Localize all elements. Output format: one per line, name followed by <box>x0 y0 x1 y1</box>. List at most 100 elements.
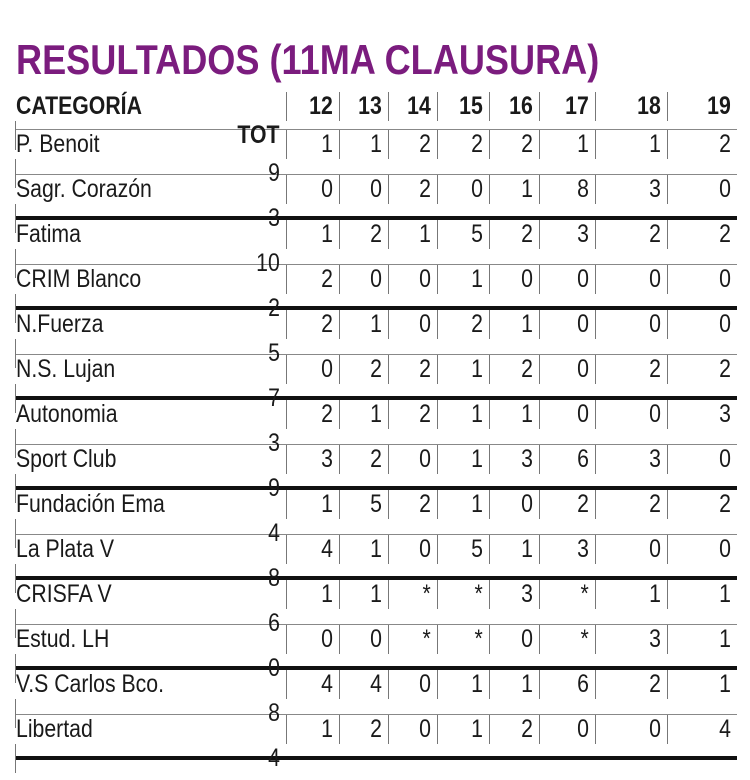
column-header-label: 16 <box>509 92 533 120</box>
score-cell: 0 <box>595 715 667 744</box>
score-cell-text: 0 <box>521 265 533 293</box>
score-cell: 4 <box>286 670 339 699</box>
score-cell-text: 0 <box>419 715 431 743</box>
score-cell: 2 <box>339 355 388 384</box>
total-cell: 7 <box>15 384 286 413</box>
score-cell: 2 <box>437 310 489 339</box>
score-cell-text: 2 <box>521 355 533 383</box>
team-name-cell: Fundación Ema <box>15 490 286 519</box>
column-header: 15 <box>437 92 489 121</box>
score-cell: 1 <box>489 175 539 204</box>
team-name-cell: Fatima <box>15 220 286 249</box>
score-cell-text: 1 <box>521 175 533 203</box>
score-cell: 0 <box>667 265 737 294</box>
score-cell: 0 <box>595 310 667 339</box>
table-row: Libertad 1 2 0 1 2 0 0 4 4 <box>15 715 737 773</box>
score-cell-text: 0 <box>577 310 589 338</box>
score-cell: 4 <box>667 715 737 744</box>
score-cell: 1 <box>339 580 388 609</box>
column-header-label: 15 <box>459 92 483 120</box>
title-text: RESULTADOS (11MA CLAUSURA) <box>16 36 600 83</box>
score-cell: 3 <box>286 445 339 474</box>
score-cell-text: 2 <box>471 130 483 158</box>
table-row: Sagr. Corazón 0 0 2 0 1 8 3 0 3 <box>15 175 737 233</box>
score-cell-text: 1 <box>471 265 483 293</box>
score-cell: 2 <box>388 355 437 384</box>
score-cell-text: 3 <box>521 580 533 608</box>
score-cell-text: 0 <box>719 265 731 293</box>
score-cell: 2 <box>595 220 667 249</box>
column-header-label: CATEGORÍA <box>16 92 142 120</box>
score-cell-text: 1 <box>370 310 382 338</box>
score-cell-text: 1 <box>649 580 661 608</box>
score-cell: 3 <box>489 580 539 609</box>
score-cell-text: 3 <box>321 445 333 473</box>
score-cell: * <box>388 625 437 654</box>
score-cell: 0 <box>388 670 437 699</box>
score-cell: 0 <box>388 715 437 744</box>
score-cell-text: 1 <box>649 130 661 158</box>
score-cell-text: 1 <box>471 490 483 518</box>
table-row: N.S. Lujan 0 2 2 1 2 0 2 2 7 <box>15 355 737 413</box>
score-cell: 3 <box>595 175 667 204</box>
score-cell: 5 <box>437 535 489 564</box>
team-name-cell-text: Autonomia <box>16 400 118 428</box>
score-cell-text: 0 <box>521 625 533 653</box>
score-cell-text: 2 <box>649 355 661 383</box>
score-cell-text: 2 <box>419 355 431 383</box>
total-cell-text: 7 <box>268 384 280 412</box>
column-header: 18 <box>595 92 667 121</box>
column-header: 17 <box>539 92 595 121</box>
score-cell: 3 <box>489 445 539 474</box>
score-cell: 1 <box>489 535 539 564</box>
score-cell-text: 5 <box>370 490 382 518</box>
score-cell: 2 <box>388 175 437 204</box>
score-cell-text: 2 <box>419 400 431 428</box>
score-cell-text: 2 <box>471 310 483 338</box>
score-cell: 0 <box>388 535 437 564</box>
score-cell-text: 2 <box>419 130 431 158</box>
score-cell: 0 <box>595 535 667 564</box>
score-cell: 1 <box>595 580 667 609</box>
team-name-cell-text: N.Fuerza <box>16 310 104 338</box>
score-cell: 1 <box>595 130 667 159</box>
score-cell-text: 2 <box>521 715 533 743</box>
score-cell-text: 1 <box>471 670 483 698</box>
total-cell: 6 <box>15 609 286 638</box>
score-cell: 0 <box>595 265 667 294</box>
total-cell: 3 <box>15 429 286 458</box>
score-cell: 2 <box>437 130 489 159</box>
team-name-cell-text: La Plata V <box>16 535 115 563</box>
total-cell-text: 2 <box>268 294 280 322</box>
column-header-label: 14 <box>407 92 431 120</box>
score-cell: 0 <box>489 490 539 519</box>
score-cell: 0 <box>339 265 388 294</box>
score-cell-text: 8 <box>577 175 589 203</box>
total-cell-text: 3 <box>268 429 280 457</box>
score-cell-text: 1 <box>419 220 431 248</box>
score-cell-text: 0 <box>577 265 589 293</box>
score-cell: 2 <box>388 400 437 429</box>
table-row: Estud. LH 0 0 * * 0 * 3 1 0 <box>15 625 737 683</box>
score-cell-text: 2 <box>719 220 731 248</box>
score-cell-text: 2 <box>370 715 382 743</box>
total-cell: 10 <box>15 249 286 278</box>
score-cell-text: 3 <box>649 625 661 653</box>
score-cell: 0 <box>539 400 595 429</box>
column-header: 14 <box>388 92 437 121</box>
score-cell: 3 <box>667 400 737 429</box>
score-cell-text: * <box>580 625 589 653</box>
score-cell-text: 1 <box>471 445 483 473</box>
score-cell-text: 1 <box>521 670 533 698</box>
score-cell-text: 0 <box>419 670 431 698</box>
column-header: 12 <box>286 92 339 121</box>
score-cell-text: 1 <box>521 400 533 428</box>
team-name-cell: N.Fuerza <box>15 310 286 339</box>
column-header: 19 <box>667 92 737 121</box>
score-cell: 3 <box>595 445 667 474</box>
score-cell-text: 4 <box>370 670 382 698</box>
table-header-row: CATEGORÍA 12 13 14 15 16 17 18 19 TOT <box>15 92 737 150</box>
score-cell-text: 0 <box>719 535 731 563</box>
score-cell-text: 0 <box>649 715 661 743</box>
score-cell-text: * <box>474 625 483 653</box>
